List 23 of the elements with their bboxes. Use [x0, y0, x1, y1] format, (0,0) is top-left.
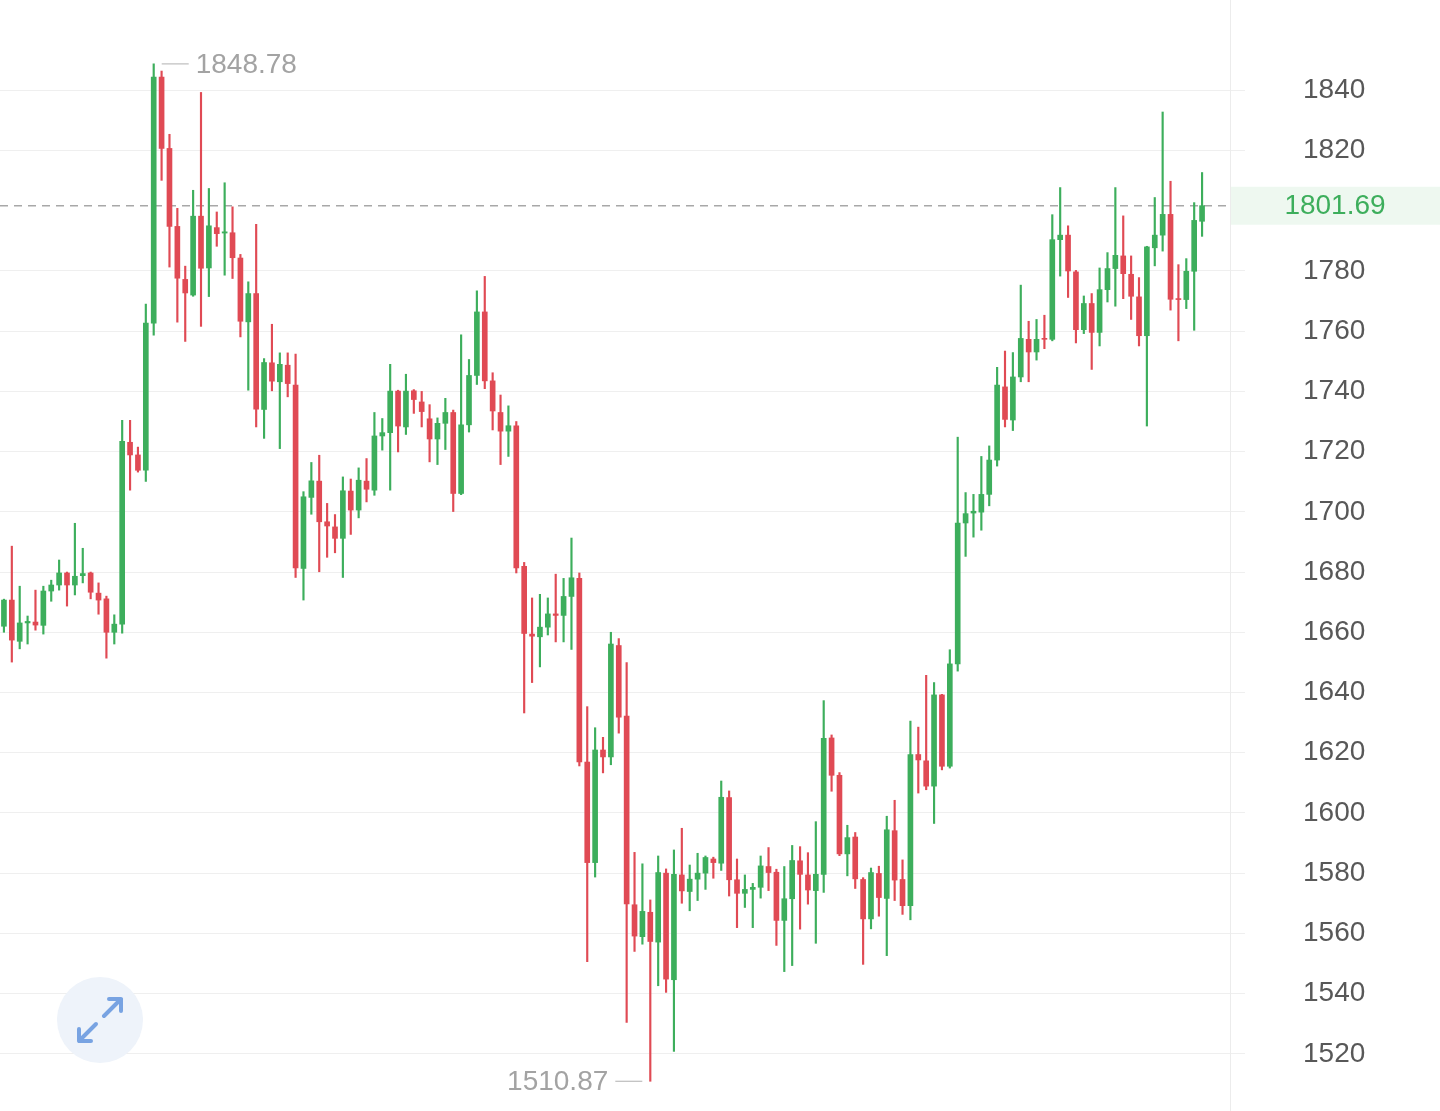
candlestick [1175, 264, 1182, 342]
y-tick-label: 1720 [1303, 434, 1366, 466]
y-tick-label: 1820 [1303, 133, 1366, 165]
y-tick-label: 1660 [1303, 615, 1366, 646]
candlestick [568, 537, 575, 650]
y-tick-label: 1600 [1303, 795, 1366, 827]
annotation: 1848.78 [195, 47, 297, 79]
y-tick-label: 1760 [1303, 313, 1366, 345]
y-tick-label: 1580 [1303, 855, 1366, 887]
candlestick [363, 458, 370, 503]
y-tick-label: 1680 [1303, 554, 1366, 586]
y-tick-label: 1620 [1303, 735, 1366, 767]
y-tick-label: 1740 [1303, 374, 1366, 406]
y-tick-label: 1700 [1303, 494, 1366, 526]
ref-line-label: 1801.69 [1284, 189, 1386, 221]
annotation: 1510.87 [507, 1065, 609, 1096]
y-tick-label: 1540 [1303, 976, 1366, 1008]
y-tick-label: 1840 [1303, 73, 1366, 105]
y-tick-label: 1560 [1303, 916, 1366, 948]
y-tick-label: 1640 [1303, 675, 1366, 707]
candlestick [765, 847, 772, 891]
y-tick-label: 1520 [1303, 1036, 1366, 1068]
y-tick-label: 1780 [1303, 253, 1366, 285]
